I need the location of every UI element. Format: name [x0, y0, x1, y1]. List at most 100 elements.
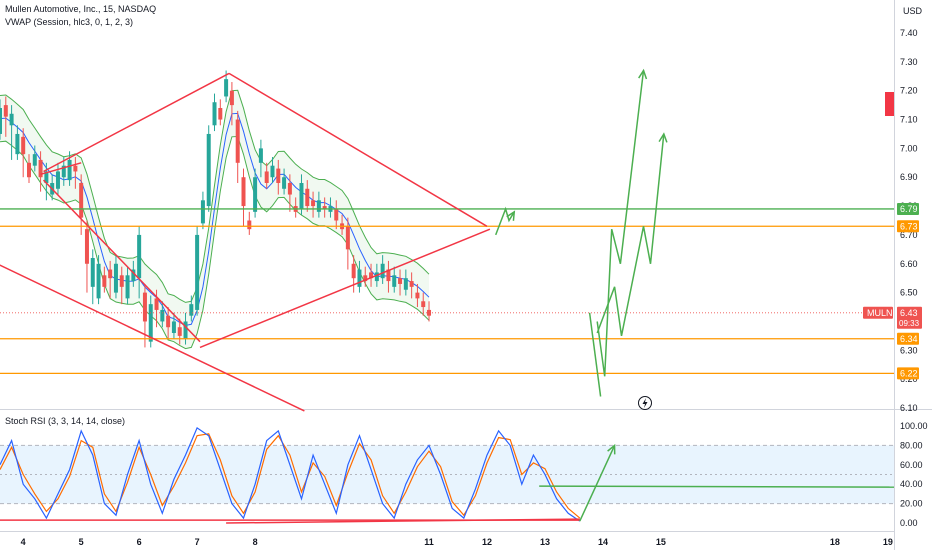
candle-body: [224, 79, 229, 97]
price-tick-label: 7.20: [900, 86, 918, 96]
candle-body: [160, 309, 165, 322]
candle-body: [119, 275, 124, 287]
price-tick-label: 6.30: [900, 345, 918, 355]
price-tick-label: 7.30: [900, 57, 918, 67]
candle-body: [96, 263, 101, 299]
candle-body: [90, 258, 95, 287]
time-tick-label: 6: [137, 537, 142, 547]
trend-line: [42, 179, 201, 343]
candle-body: [218, 108, 223, 120]
rsi-tick-label: 60.00: [900, 460, 923, 470]
stoch-rsi-d-line: [0, 433, 581, 519]
collapsed-indicator-badge[interactable]: [885, 92, 894, 116]
candle-body: [345, 226, 350, 250]
candle-body: [287, 183, 292, 195]
candle-body: [73, 165, 78, 172]
time-tick-label: 15: [656, 537, 666, 547]
candle-body: [421, 301, 426, 308]
forecast-path-breakout-arrowhead: [506, 210, 516, 221]
level-price-badge-text: 6.22: [900, 368, 918, 378]
last-price-text: 6.43: [900, 308, 918, 318]
candle-body: [44, 171, 49, 183]
rsi-tick-label: 0.00: [900, 518, 918, 528]
level-price-badge-text: 6.79: [900, 204, 918, 214]
level-price-badge-text: 6.34: [900, 334, 918, 344]
vwap-upper-band: [0, 89, 430, 303]
candle-body: [235, 119, 240, 163]
candle-body: [108, 269, 113, 279]
horizontal-levels[interactable]: [0, 208, 894, 375]
candle-body: [38, 159, 43, 178]
candle-body: [299, 183, 304, 209]
candle-body: [369, 272, 374, 279]
trend-line: [228, 72, 488, 227]
rsi-trend-line: [539, 485, 895, 488]
price-tick-label: 7.40: [900, 28, 918, 38]
forecast-path-lower: [596, 133, 665, 337]
candle-body: [61, 165, 66, 178]
candle-body: [15, 133, 20, 155]
price-tick-label: 6.60: [900, 259, 918, 269]
candle-body: [154, 298, 159, 310]
flash-icon[interactable]: [638, 396, 652, 410]
stoch-rsi-legend[interactable]: Stoch RSI (3, 3, 14, 14, close): [5, 416, 126, 426]
candle-body: [253, 177, 258, 212]
level-price-badge-text: 6.73: [900, 221, 918, 231]
candle-body: [386, 269, 391, 282]
candle-body: [142, 292, 147, 322]
trend-lines[interactable]: [0, 72, 491, 412]
forecast-path-drop: [588, 312, 602, 397]
symbol-title[interactable]: Mullen Automotive, Inc., 15, NASDAQ: [5, 4, 157, 14]
candle-body: [316, 200, 321, 212]
symbol-badge: [863, 306, 893, 319]
candle-body: [357, 269, 362, 287]
candle-body: [206, 133, 211, 207]
price-tick-label: 7.00: [900, 143, 918, 153]
trend-line: [40, 162, 82, 176]
level-price-badge: [897, 367, 919, 380]
candle-body: [131, 269, 136, 282]
time-tick-label: 18: [830, 537, 840, 547]
candle-body: [183, 321, 188, 339]
candle-body: [3, 105, 8, 117]
time-tick-label: 7: [195, 537, 200, 547]
time-tick-label: 14: [598, 537, 608, 547]
candle-body: [102, 275, 107, 287]
time-tick-label: 5: [79, 537, 84, 547]
candle-body: [84, 229, 89, 264]
forecast-path-upper-arrowhead: [638, 68, 648, 80]
stoch-rsi-k-line: [0, 426, 581, 522]
candle-body: [171, 321, 176, 333]
currency-label[interactable]: USD: [903, 6, 923, 16]
vwap-legend[interactable]: VWAP (Session, hlc3, 0, 1, 2, 3): [5, 17, 134, 27]
candle-body: [247, 220, 252, 230]
candle-body: [409, 281, 414, 287]
rsi-tick-label: 20.00: [900, 499, 923, 509]
last-price-badge: [897, 306, 922, 329]
level-price-badge: [897, 220, 919, 233]
trend-line: [0, 264, 305, 412]
candle-body: [212, 102, 217, 126]
symbol-badge-text: MULN: [867, 308, 893, 318]
candle-body: [311, 200, 316, 207]
candle-body: [67, 159, 72, 181]
candle-body: [276, 168, 281, 183]
rsi-tick-label: 80.00: [900, 440, 923, 450]
candle-body: [380, 263, 385, 279]
candlestick-series: [0, 70, 432, 348]
forecast-path-upper: [596, 70, 645, 377]
stoch-rsi-lines: [0, 426, 895, 524]
candle-body: [392, 275, 397, 287]
forecast-paths[interactable]: [494, 68, 668, 397]
level-price-badge: [897, 332, 919, 345]
time-tick-label: 8: [253, 537, 258, 547]
candle-body: [264, 171, 269, 183]
candle-body: [270, 165, 275, 178]
trend-line: [199, 228, 491, 349]
candle-body: [374, 272, 379, 282]
rsi-trend-line: [226, 518, 580, 524]
candle-body: [398, 278, 403, 284]
